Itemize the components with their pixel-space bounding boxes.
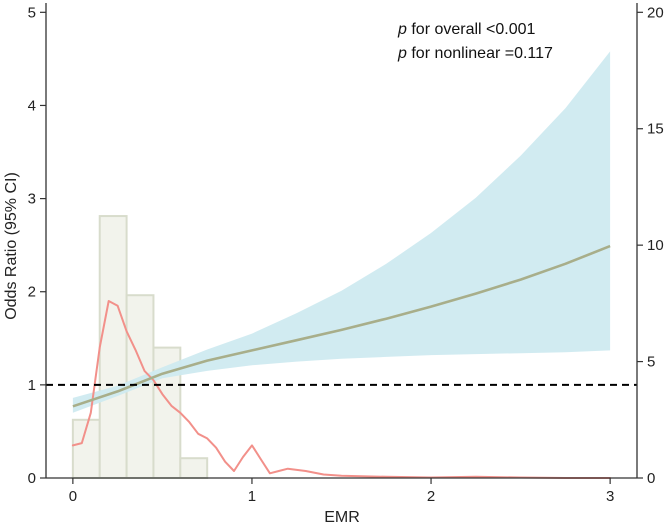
x-axis-ticks: 0 1 2 3 bbox=[69, 478, 614, 505]
y-tick-label: 4 bbox=[28, 97, 36, 114]
density-curve bbox=[71, 300, 612, 479]
annotation-nonlinear-text: for nonlinear =0.117 bbox=[407, 45, 553, 62]
odds-ratio-curve bbox=[72, 244, 611, 408]
y2-tick-label: 15 bbox=[647, 121, 664, 138]
y-axis-right-ticks: 0 5 10 15 20 bbox=[637, 4, 664, 487]
annotation-overall-p: p bbox=[397, 21, 407, 38]
x-tick-label: 2 bbox=[427, 488, 435, 505]
x-axis-title: EMR bbox=[324, 509, 360, 526]
y2-tick-label: 5 bbox=[647, 354, 655, 371]
annotation-overall-text: for overall <0.001 bbox=[407, 21, 536, 38]
y-tick-label: 5 bbox=[28, 4, 36, 21]
y-tick-label: 1 bbox=[28, 377, 36, 394]
y-tick-label: 2 bbox=[28, 284, 36, 301]
density-line bbox=[71, 300, 612, 479]
axes-frame bbox=[45, 3, 638, 479]
y-tick-label: 0 bbox=[28, 470, 36, 487]
annotation-nonlinear: p for nonlinear =0.117 bbox=[397, 45, 553, 62]
y2-tick-label: 0 bbox=[647, 470, 655, 487]
odds-ratio-line bbox=[72, 244, 611, 408]
y2-tick-label: 20 bbox=[647, 4, 664, 21]
y-axis-title: Odds Ratio (95% CI) bbox=[3, 172, 20, 320]
y-tick-label: 3 bbox=[28, 191, 36, 208]
histogram bbox=[71, 215, 209, 480]
y2-tick-label: 10 bbox=[647, 237, 664, 254]
histogram-bar bbox=[98, 215, 128, 479]
annotation-overall: p for overall <0.001 bbox=[397, 21, 536, 38]
x-tick-label: 1 bbox=[248, 488, 256, 505]
ci-band bbox=[72, 51, 611, 413]
x-tick-label: 3 bbox=[606, 488, 614, 505]
histogram-bar bbox=[179, 457, 209, 480]
x-tick-label: 0 bbox=[69, 488, 77, 505]
y-axis-left-ticks: 0 1 2 3 4 5 bbox=[28, 4, 46, 487]
annotation-nonlinear-p: p bbox=[397, 45, 407, 62]
ci-band-area bbox=[72, 51, 611, 413]
